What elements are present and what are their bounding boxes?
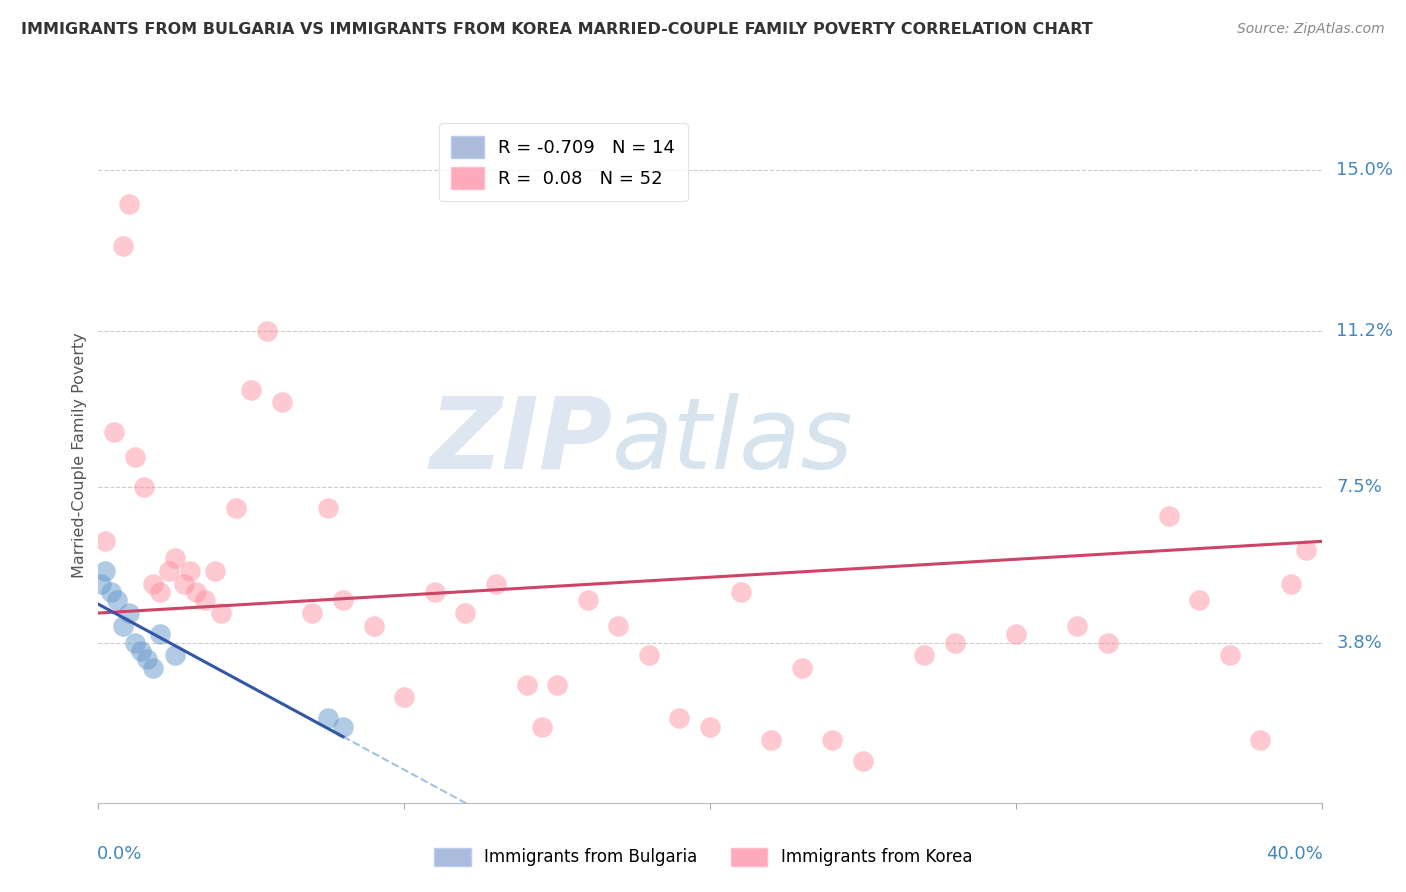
Point — [516, 678, 538, 692]
Point — [1188, 593, 1211, 607]
Point — [392, 690, 416, 705]
Point — [761, 732, 783, 747]
Point — [1279, 576, 1302, 591]
Point — [668, 711, 690, 725]
Text: IMMIGRANTS FROM BULGARIA VS IMMIGRANTS FROM KOREA MARRIED-COUPLE FAMILY POVERTY : IMMIGRANTS FROM BULGARIA VS IMMIGRANTS F… — [21, 22, 1092, 37]
Point — [943, 635, 966, 649]
Point — [225, 500, 247, 515]
Point — [332, 720, 354, 734]
Point — [240, 383, 263, 397]
Text: atlas: atlas — [612, 392, 853, 490]
Point — [607, 618, 630, 632]
Point — [730, 585, 752, 599]
Point — [637, 648, 661, 663]
Point — [821, 732, 844, 747]
Point — [157, 564, 180, 578]
Point — [423, 585, 446, 599]
Y-axis label: Married-Couple Family Poverty: Married-Couple Family Poverty — [72, 332, 87, 578]
Point — [124, 450, 146, 464]
Point — [332, 593, 354, 607]
Point — [790, 661, 813, 675]
Point — [163, 648, 186, 663]
Point — [1157, 509, 1180, 524]
Point — [118, 606, 141, 620]
Text: ZIP: ZIP — [429, 392, 612, 490]
Point — [100, 585, 122, 599]
Point — [1250, 732, 1272, 747]
Point — [93, 564, 115, 578]
Point — [316, 711, 339, 725]
Point — [454, 606, 477, 620]
Point — [576, 593, 599, 607]
Point — [530, 720, 553, 734]
Point — [316, 500, 339, 515]
Point — [1097, 635, 1119, 649]
Point — [1295, 542, 1317, 557]
Text: 40.0%: 40.0% — [1265, 845, 1323, 863]
Legend: R = -0.709   N = 14, R =  0.08   N = 52: R = -0.709 N = 14, R = 0.08 N = 52 — [439, 123, 688, 202]
Point — [142, 661, 165, 675]
Point — [270, 395, 294, 409]
Point — [111, 618, 134, 632]
Point — [93, 534, 115, 549]
Point — [194, 593, 217, 607]
Point — [90, 576, 112, 591]
Point — [301, 606, 323, 620]
Point — [186, 585, 208, 599]
Text: Source: ZipAtlas.com: Source: ZipAtlas.com — [1237, 22, 1385, 37]
Point — [256, 324, 278, 338]
Text: 3.8%: 3.8% — [1336, 633, 1382, 651]
Point — [179, 564, 201, 578]
Text: 7.5%: 7.5% — [1336, 477, 1382, 496]
Legend: Immigrants from Bulgaria, Immigrants from Korea: Immigrants from Bulgaria, Immigrants fro… — [427, 841, 979, 873]
Point — [103, 425, 125, 439]
Point — [209, 606, 232, 620]
Point — [204, 564, 226, 578]
Point — [142, 576, 165, 591]
Point — [1066, 618, 1088, 632]
Point — [546, 678, 568, 692]
Point — [173, 576, 195, 591]
Point — [912, 648, 935, 663]
Point — [136, 652, 159, 666]
Point — [124, 635, 146, 649]
Text: 11.2%: 11.2% — [1336, 321, 1393, 340]
Point — [485, 576, 508, 591]
Text: 0.0%: 0.0% — [97, 845, 142, 863]
Point — [111, 239, 134, 253]
Text: 15.0%: 15.0% — [1336, 161, 1393, 179]
Point — [163, 551, 186, 566]
Point — [363, 618, 385, 632]
Point — [1219, 648, 1241, 663]
Point — [149, 585, 172, 599]
Point — [852, 754, 875, 768]
Point — [1004, 627, 1026, 641]
Point — [105, 593, 128, 607]
Point — [134, 479, 156, 493]
Point — [699, 720, 721, 734]
Point — [129, 644, 152, 658]
Point — [118, 197, 141, 211]
Point — [149, 627, 172, 641]
